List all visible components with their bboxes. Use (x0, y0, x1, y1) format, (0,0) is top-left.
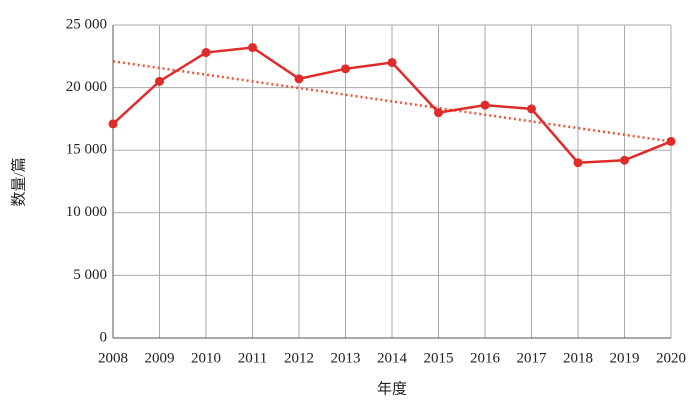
y-tick-label: 15 000 (66, 142, 107, 158)
trend-line (112, 60, 672, 143)
data-point (480, 100, 490, 110)
data-point (387, 58, 397, 68)
x-tick-label: 2009 (145, 350, 175, 366)
y-tick-label: 10 000 (66, 204, 107, 220)
data-point (201, 48, 211, 58)
y-tick-label: 0 (100, 329, 108, 345)
x-axis-label: 年度 (377, 380, 407, 397)
data-point (620, 155, 629, 165)
data-point (155, 76, 164, 86)
y-axis-label: 数量/篇 (9, 157, 27, 206)
x-tick-label: 2012 (284, 350, 314, 366)
data-point (527, 104, 536, 114)
y-tick-label: 25 000 (66, 16, 107, 32)
data-point (434, 108, 443, 118)
x-tick-label: 2019 (610, 350, 640, 366)
x-tick-label: 2011 (238, 350, 267, 366)
x-tick-label: 2018 (563, 350, 593, 366)
x-tick-label: 2016 (470, 350, 501, 366)
y-tick-label: 5 000 (73, 267, 107, 283)
x-tick-label: 2014 (377, 350, 408, 366)
data-point (248, 43, 257, 53)
y-tick-label: 20 000 (66, 79, 107, 95)
x-tick-label: 2013 (331, 350, 361, 366)
x-tick-label: 2020 (656, 350, 686, 366)
x-tick-label: 2017 (517, 350, 548, 366)
data-point (341, 64, 350, 74)
x-tick-label: 2015 (424, 350, 454, 366)
x-tick-label: 2008 (98, 350, 128, 366)
data-point (294, 74, 304, 84)
data-point (573, 158, 583, 168)
data-point (666, 136, 676, 146)
data-point (108, 119, 118, 129)
x-tick-label: 2010 (191, 350, 221, 366)
